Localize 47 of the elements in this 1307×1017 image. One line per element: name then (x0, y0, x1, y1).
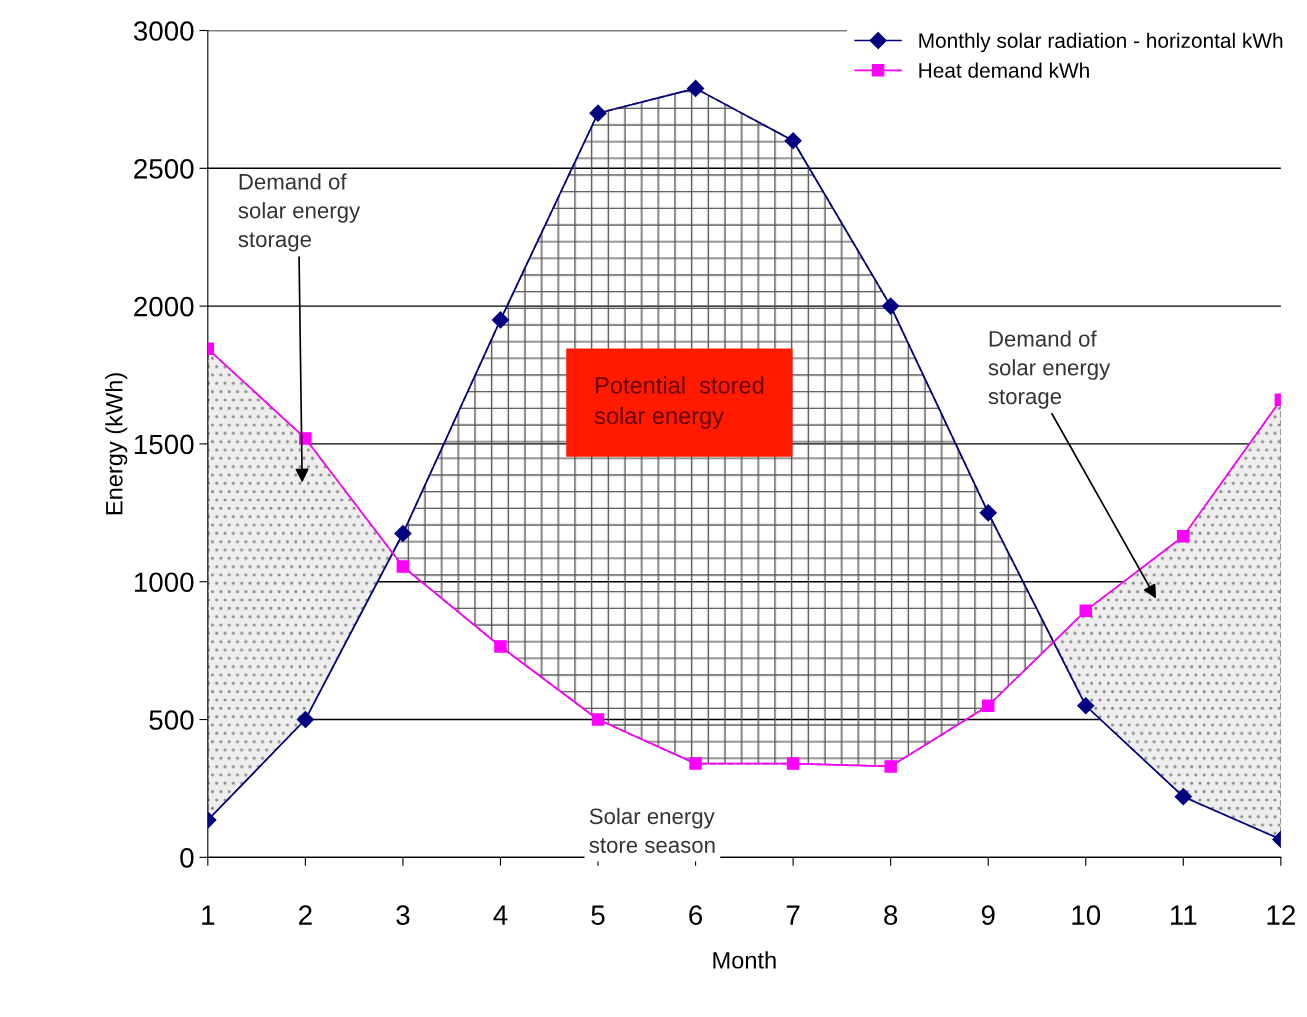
legend-label: Heat demand kWh (919, 62, 1089, 78)
point (687, 79, 705, 97)
point (979, 504, 997, 522)
point (882, 297, 900, 315)
legend-label: Monthly solar radiation - horizontal kWh (919, 32, 1283, 53)
y-tick-label: 3000 (133, 21, 194, 41)
point (589, 104, 607, 122)
x-tick-label: 2 (299, 905, 312, 925)
annotation: Demand of solar energy storage (988, 330, 1111, 409)
annotation: Solar energy store season (589, 807, 715, 853)
point (981, 699, 995, 712)
point (1177, 529, 1190, 543)
y-tick-label: 500 (149, 710, 194, 730)
point (884, 760, 897, 773)
point (299, 432, 312, 445)
point (296, 710, 314, 729)
x-tick-label: 1 (202, 905, 215, 925)
point (491, 311, 510, 329)
point (591, 713, 605, 726)
x-tick-label: 7 (786, 905, 800, 925)
point (784, 132, 802, 150)
point (1077, 697, 1095, 715)
x-tick-label: 12 (1267, 905, 1295, 925)
y-tick-label: 1500 (134, 434, 194, 455)
point (396, 560, 410, 573)
annotation: Potential stored solar energy (594, 376, 764, 429)
point (394, 524, 412, 543)
point (494, 640, 507, 653)
point (689, 757, 702, 770)
y-tick-label: 0 (180, 848, 194, 868)
x-tick-label: 5 (591, 905, 605, 925)
y-axis-title: Energy (kWh) (105, 373, 128, 515)
x-axis-title: Month (713, 951, 776, 969)
annotation: Demand of solar energy storage (238, 173, 361, 252)
x-tick-label: 10 (1072, 905, 1101, 925)
y-tick-label: 1000 (134, 572, 194, 593)
point (1174, 788, 1192, 806)
x-tick-label: 9 (981, 905, 995, 925)
point (1079, 604, 1093, 617)
point (786, 757, 800, 770)
x-tick-label: 11 (1171, 905, 1197, 925)
y-tick-label: 2500 (134, 158, 194, 179)
x-tick-label: 8 (884, 905, 898, 925)
x-tick-label: 4 (493, 905, 508, 925)
x-tick-label: 3 (396, 905, 410, 925)
x-tick-label: 6 (689, 905, 703, 925)
y-tick-label: 2000 (134, 296, 194, 317)
